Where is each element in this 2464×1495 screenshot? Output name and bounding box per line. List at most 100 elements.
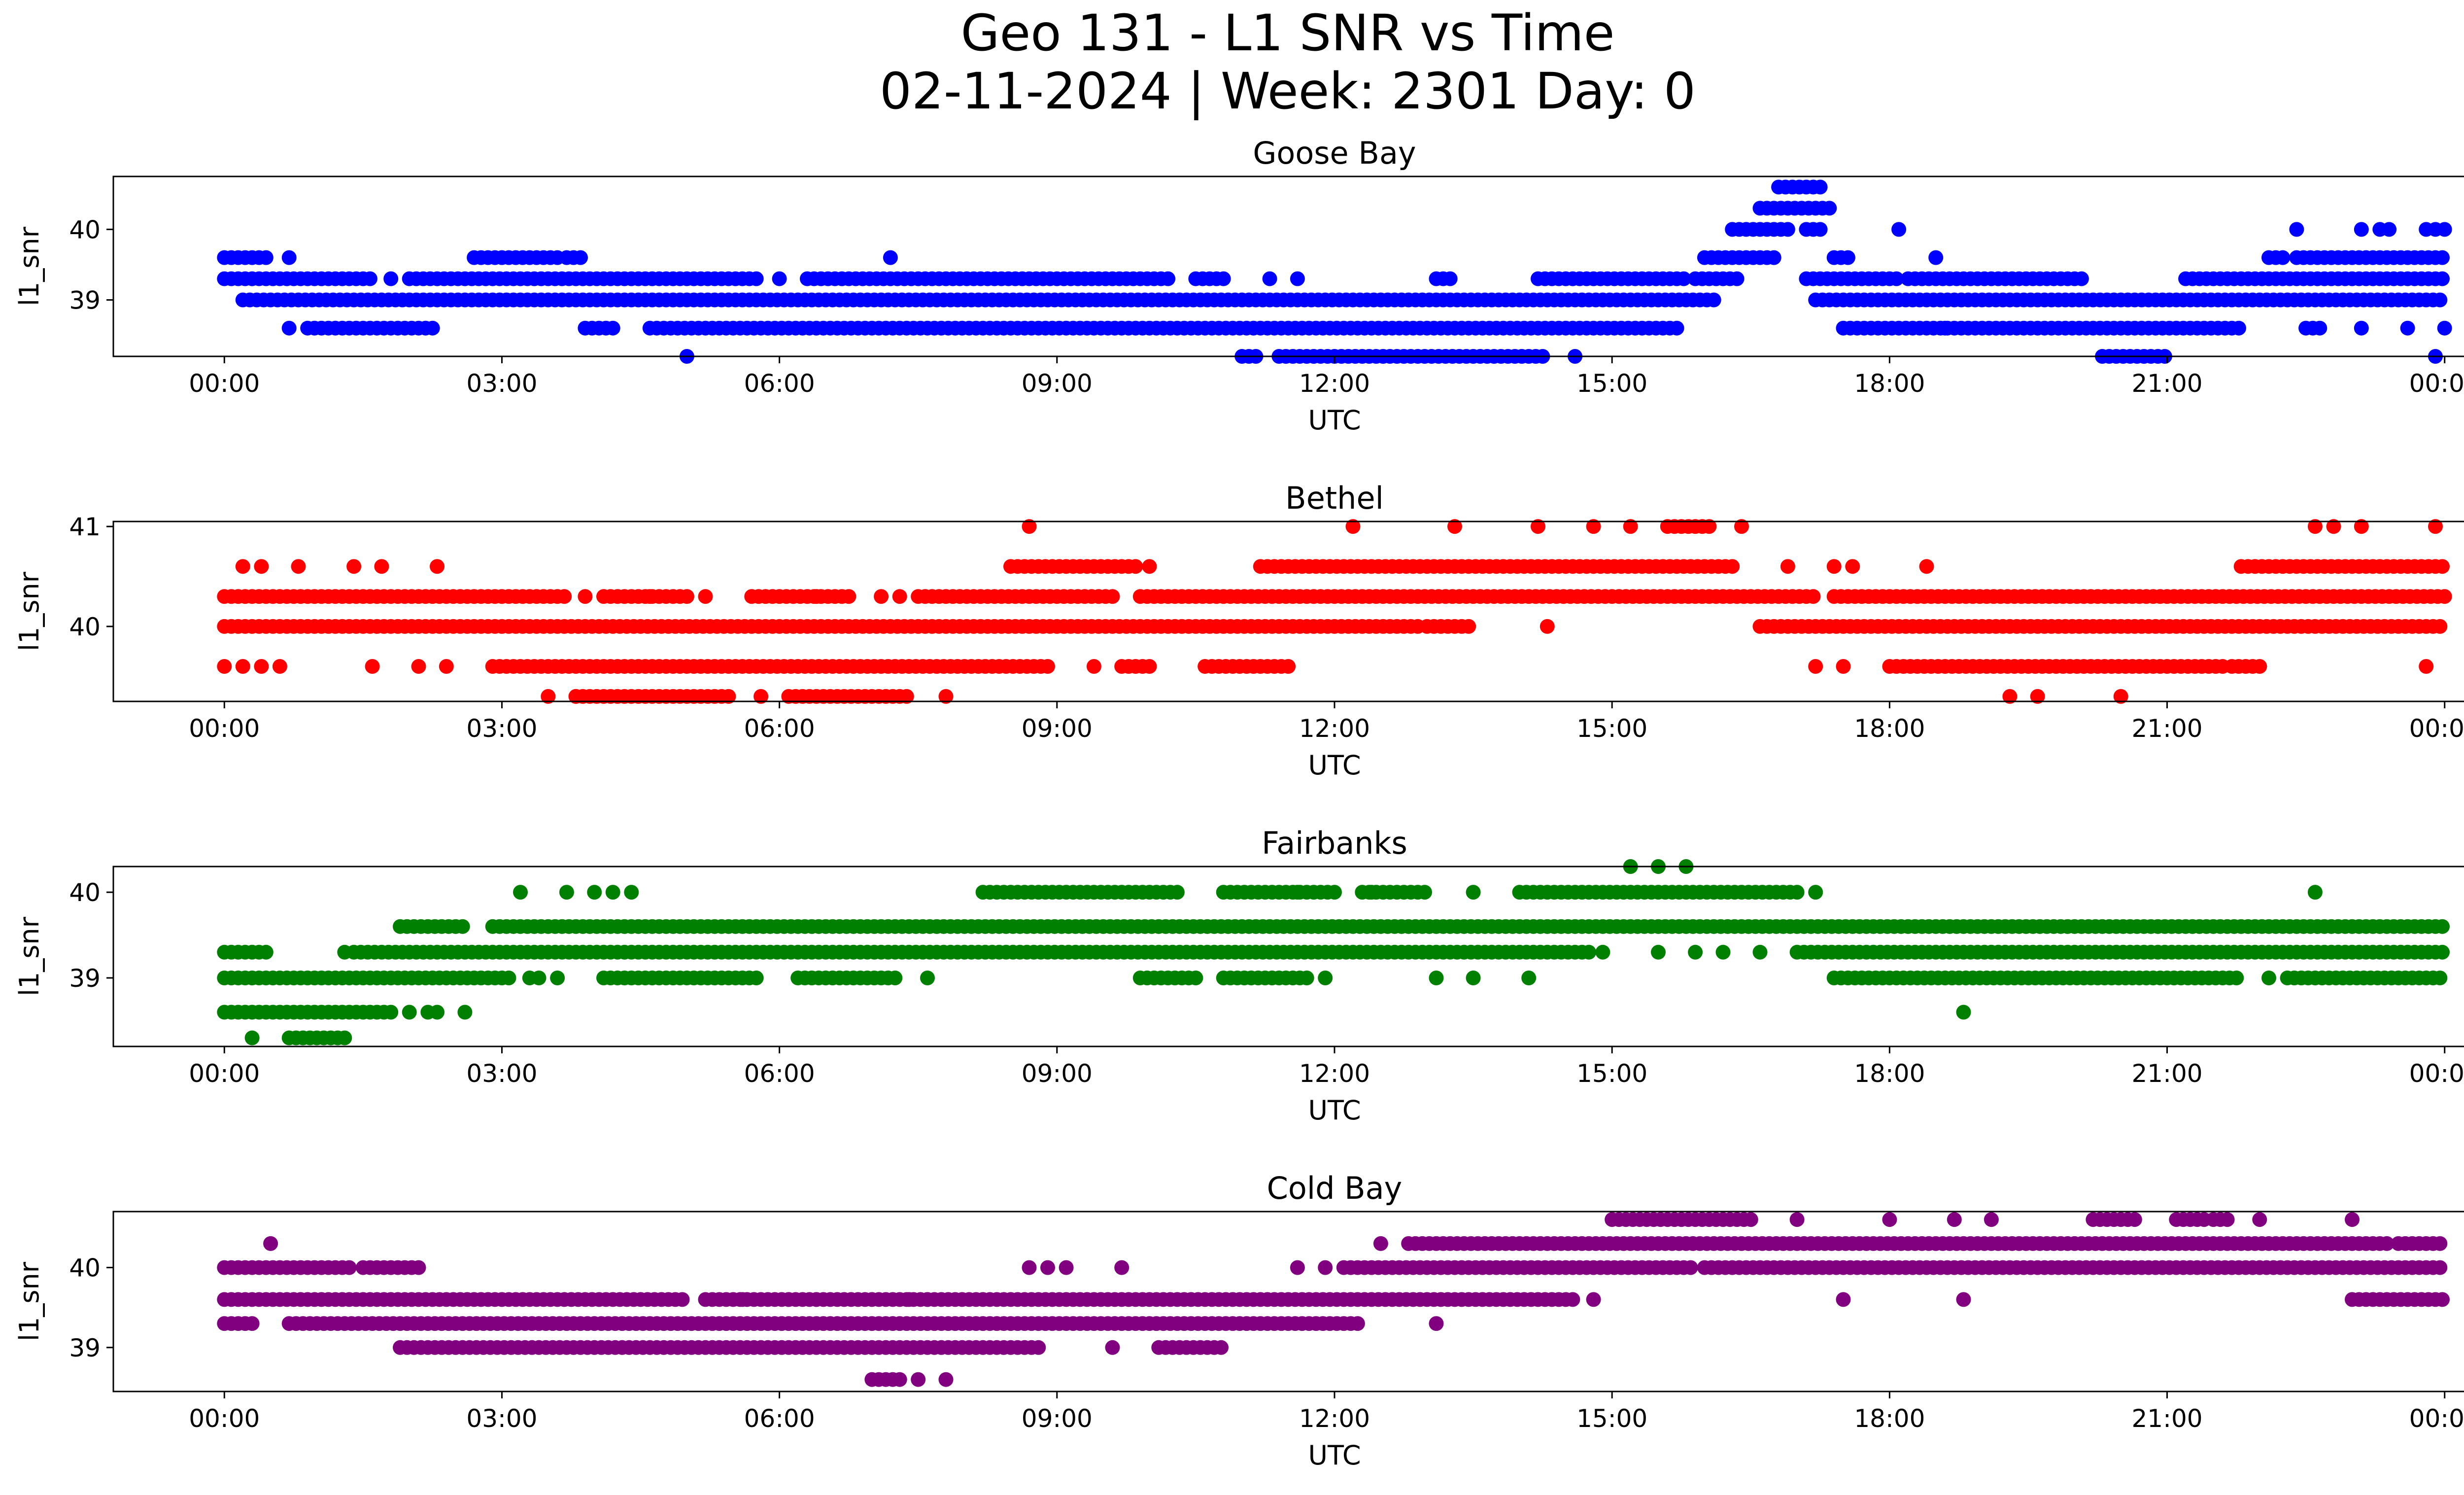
x-tick-label: 15:00 xyxy=(1576,369,1647,398)
data-point xyxy=(624,885,639,900)
data-point xyxy=(1022,519,1037,534)
data-point xyxy=(1114,1260,1129,1275)
y-tick-label: 39 xyxy=(69,286,101,314)
data-point xyxy=(1429,971,1444,985)
data-point xyxy=(772,271,787,286)
data-point xyxy=(1882,1212,1897,1227)
data-point xyxy=(901,1292,917,1307)
data-point xyxy=(749,971,764,985)
x-tick-label: 18:00 xyxy=(1854,1404,1925,1433)
data-point xyxy=(1364,885,1379,900)
data-point xyxy=(1521,971,1537,985)
data-point xyxy=(1806,589,1821,604)
data-point xyxy=(254,559,269,574)
data-point xyxy=(272,659,287,674)
data-point xyxy=(1417,885,1432,900)
data-point xyxy=(362,271,377,286)
data-point xyxy=(1318,971,1333,985)
x-tick-label: 06:00 xyxy=(744,714,815,743)
data-point xyxy=(920,1292,935,1307)
data-point xyxy=(753,689,769,704)
data-point xyxy=(2229,971,2244,985)
data-point xyxy=(550,971,565,985)
data-point xyxy=(1188,971,1203,985)
subplot-title: Goose Bay xyxy=(1253,135,1416,171)
data-point xyxy=(2345,1212,2360,1227)
data-point xyxy=(938,689,954,704)
data-point xyxy=(1128,559,1143,574)
data-point xyxy=(1766,250,1781,265)
data-point xyxy=(2354,320,2369,336)
x-tick-label: 18:00 xyxy=(1854,1059,1925,1088)
data-point xyxy=(2432,292,2448,308)
data-point xyxy=(1059,1260,1074,1275)
y-axis-label: l1_snr xyxy=(14,1261,45,1341)
data-point xyxy=(735,1292,750,1307)
data-point xyxy=(1702,519,1717,534)
x-axis-label: UTC xyxy=(1308,1095,1361,1126)
x-tick-label: 03:00 xyxy=(466,369,537,398)
data-point xyxy=(2275,250,2291,265)
data-point xyxy=(809,1292,824,1307)
data-point xyxy=(1442,271,1458,286)
data-point xyxy=(2437,589,2452,604)
data-point xyxy=(2354,519,2369,534)
data-point xyxy=(1813,179,1828,195)
subplot-cold-bay: Cold Bay 00:00 03:00 06:00 09:00 12:00 15:00 18… xyxy=(14,1170,2464,1471)
data-point xyxy=(1595,944,1610,960)
x-tick-label: 21:00 xyxy=(2131,369,2202,398)
data-point xyxy=(1318,1260,1333,1275)
data-point xyxy=(2437,320,2452,336)
subplot-title: Cold Bay xyxy=(1267,1170,1403,1206)
data-point xyxy=(1688,944,1703,960)
x-tick-label: 21:00 xyxy=(2131,1059,2202,1088)
x-tick-label: 12:00 xyxy=(1299,1404,1370,1433)
data-point xyxy=(258,250,274,265)
data-point xyxy=(1105,589,1120,604)
x-tick-label: 06:00 xyxy=(744,1059,815,1088)
data-point xyxy=(568,689,583,704)
data-point xyxy=(809,589,824,604)
data-point xyxy=(1466,885,1481,900)
data-point xyxy=(1789,885,1805,900)
data-point xyxy=(679,589,694,604)
x-tick-label: 00:00 xyxy=(189,1404,260,1433)
data-point xyxy=(2289,222,2304,237)
x-tick-label: 06:00 xyxy=(744,369,815,398)
data-point xyxy=(781,1292,796,1307)
data-point xyxy=(1022,1260,1037,1275)
data-point xyxy=(425,320,440,336)
data-point xyxy=(2307,519,2323,534)
data-point xyxy=(1623,519,1638,534)
y-axis-label: l1_snr xyxy=(14,226,45,306)
data-point xyxy=(1281,659,1296,674)
x-tick-label: 09:00 xyxy=(1022,1059,1093,1088)
data-point xyxy=(1676,271,1691,286)
y-tick-label: 40 xyxy=(69,215,101,244)
x-tick-label: 09:00 xyxy=(1022,369,1093,398)
data-point xyxy=(1956,1292,1971,1307)
axes-frame xyxy=(112,521,2464,702)
x-tick-label: 00:00 xyxy=(189,714,260,743)
data-point xyxy=(2379,1236,2395,1251)
data-point xyxy=(1822,201,1837,216)
data-point xyxy=(217,659,232,674)
x-axis-label: UTC xyxy=(1308,1440,1361,1471)
data-point xyxy=(1216,271,1231,286)
data-point xyxy=(2435,559,2450,574)
data-point xyxy=(281,250,297,265)
data-point xyxy=(605,885,620,900)
data-point xyxy=(573,250,588,265)
data-point xyxy=(1725,559,1740,574)
data-point xyxy=(1169,885,1185,900)
data-point xyxy=(2326,519,2341,534)
x-tick-label: 12:00 xyxy=(1299,714,1370,743)
data-point xyxy=(1327,885,1342,900)
data-point xyxy=(1808,659,1823,674)
data-point xyxy=(244,1030,260,1045)
data-point xyxy=(892,589,907,604)
data-point xyxy=(1350,1316,1365,1331)
data-point xyxy=(2127,1212,2142,1227)
x-tick-label: 18:00 xyxy=(1854,369,1925,398)
x-tick-label: 06:00 xyxy=(744,1404,815,1433)
